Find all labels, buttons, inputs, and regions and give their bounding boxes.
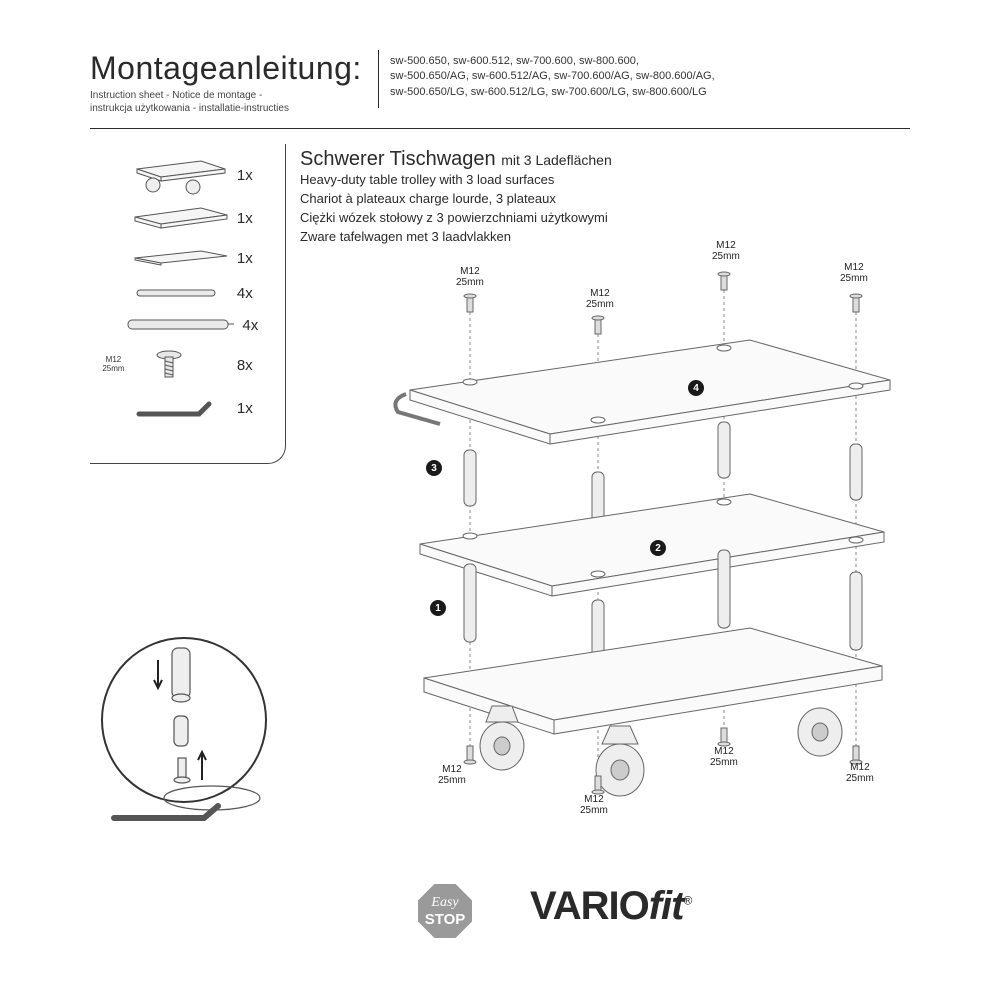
part-row: M12 25mm 8x (98, 342, 275, 388)
header-rule (90, 128, 910, 129)
part-qty: 1x (229, 250, 275, 267)
bolt-label: M1225mm (438, 764, 466, 786)
bolt-label: M1225mm (846, 762, 874, 784)
product-translation: Chariot à plateaux charge lourde, 3 plat… (300, 190, 612, 209)
easystop-badge: Easy STOP (414, 880, 476, 947)
step-badge-4: 4 (688, 380, 704, 396)
bolt-size-label: M12 25mm (98, 356, 129, 374)
bolt-label: M1225mm (580, 794, 608, 816)
part-qty: 4x (229, 285, 275, 302)
part-row: 4x (98, 308, 275, 342)
part-qty: 1x (229, 210, 275, 227)
bolt-label: M1225mm (456, 266, 484, 288)
bolt-label: M1225mm (586, 288, 614, 310)
part-qty: 4x (234, 317, 275, 334)
part-row: 1x (98, 238, 275, 278)
part-qty: 1x (229, 400, 275, 417)
part-row: 1x (98, 388, 275, 428)
step-badge-3: 3 (426, 460, 442, 476)
step-badge-2: 2 (650, 540, 666, 556)
assembly-detail-circle (94, 630, 274, 810)
header: Montageanleitung: Instruction sheet - No… (90, 50, 910, 140)
shelf-thin-icon (129, 248, 229, 268)
part-row: 1x (98, 198, 275, 238)
tube-long-icon (124, 317, 234, 333)
variofit-logo: VARIOfit® (530, 884, 691, 929)
hexkey-icon (129, 396, 229, 420)
bolt-label: M1225mm (840, 262, 868, 284)
footer: Easy STOP VARIOfit® (90, 874, 910, 944)
part-row: 1x (98, 152, 275, 198)
model-numbers: sw-500.650, sw-600.512, sw-700.600, sw-8… (390, 54, 715, 100)
part-row: 4x (98, 278, 275, 308)
exploded-diagram: M1225mm M1225mm M1225mm M1225mm M1225mm … (280, 260, 920, 820)
bolt-label: M1225mm (712, 240, 740, 262)
base-wheels-icon (129, 155, 229, 195)
part-qty: 8x (229, 357, 275, 374)
header-divider (378, 50, 379, 108)
bolt-icon (129, 347, 229, 383)
step-badge-1: 1 (430, 600, 446, 616)
product-translation: Zware tafelwagen met 3 laadvlakken (300, 228, 612, 247)
shelf-thick-icon (129, 205, 229, 231)
product-translation: Heavy-duty table trolley with 3 load sur… (300, 171, 612, 190)
tube-short-icon (129, 286, 229, 300)
part-qty: 1x (229, 167, 275, 184)
parts-list-panel: 1x 1x (90, 144, 286, 464)
product-title: Schwerer Tischwagen mit 3 Ladeflächen (300, 148, 612, 171)
easystop-bot-text: STOP (425, 911, 466, 928)
easystop-top-text: Easy (430, 895, 459, 910)
bolt-label: M1225mm (710, 746, 738, 768)
product-title-block: Schwerer Tischwagen mit 3 Ladeflächen He… (300, 148, 612, 246)
product-translation: Ciężki wózek stołowy z 3 powierzchniami … (300, 209, 612, 228)
